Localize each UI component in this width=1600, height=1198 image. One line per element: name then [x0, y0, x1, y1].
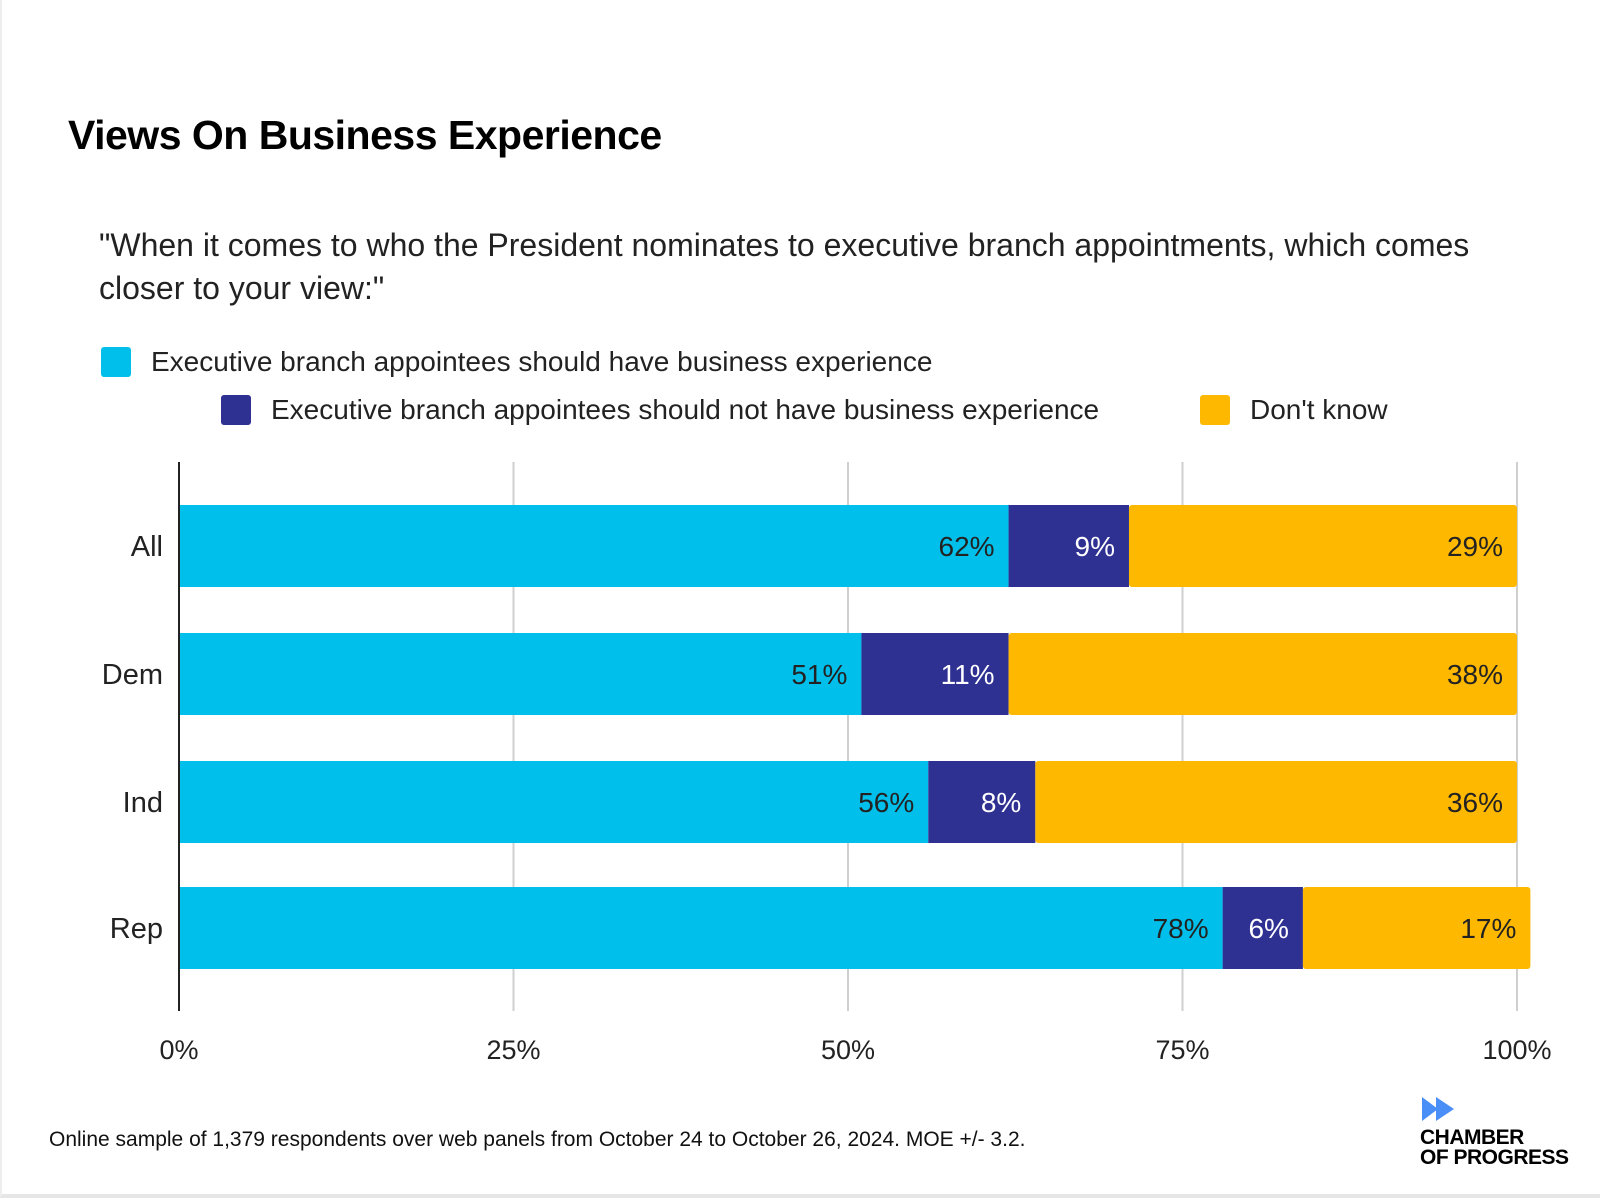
bar-segment — [1222, 887, 1303, 969]
legend-swatch — [1200, 395, 1230, 425]
data-label: 51% — [791, 659, 847, 690]
legend-label: Executive branch appointees should not h… — [271, 394, 1100, 425]
bar-segment — [861, 633, 1009, 715]
fast-forward-icon — [1422, 1097, 1454, 1121]
logo-text-line2: OF PROGRESS — [1420, 1146, 1569, 1169]
x-tick-label: 100% — [1482, 1035, 1551, 1065]
category-label: Ind — [123, 787, 163, 819]
x-tick-label: 50% — [821, 1035, 875, 1065]
data-label: 62% — [939, 531, 995, 562]
data-label: 9% — [1075, 531, 1115, 562]
data-label: 36% — [1447, 787, 1503, 818]
chart-subtitle: "When it comes to who the President nomi… — [99, 227, 1470, 306]
bar-segment — [179, 505, 1009, 587]
data-label: 38% — [1447, 659, 1503, 690]
x-tick-label: 75% — [1155, 1035, 1209, 1065]
category-label: Rep — [110, 913, 163, 945]
legend-item-dont-know: Don't know — [1200, 394, 1388, 426]
bar-segment — [179, 633, 862, 715]
bar-segment — [928, 761, 1036, 843]
category-label: Dem — [102, 659, 163, 691]
chamber-of-progress-logo: CHAMBER OF PROGRESS — [1420, 1095, 1569, 1168]
x-tick-label: 25% — [486, 1035, 540, 1065]
legend-swatch — [221, 395, 251, 425]
legend-item-not-have-experience: Executive branch appointees should not h… — [221, 394, 1099, 426]
category-label: All — [131, 531, 163, 563]
bar-segment — [1008, 633, 1517, 715]
bar-segment — [179, 887, 1223, 969]
bar-segment — [1035, 761, 1517, 843]
bar-segment — [1008, 505, 1129, 587]
legend-label: Don't know — [1250, 394, 1388, 425]
data-label: 8% — [981, 787, 1021, 818]
data-label: 78% — [1153, 913, 1209, 944]
x-tick-label: 0% — [159, 1035, 198, 1065]
logo-text-line1: CHAMBER — [1420, 1126, 1524, 1149]
data-label: 6% — [1248, 913, 1288, 944]
chart-title: Views On Business Experience — [68, 112, 662, 158]
legend-swatch — [101, 347, 131, 377]
data-label: 11% — [941, 659, 995, 690]
footnote: Online sample of 1,379 respondents over … — [49, 1128, 1026, 1151]
data-label: 29% — [1447, 531, 1503, 562]
bar-segment — [1302, 887, 1531, 969]
legend-label: Executive branch appointees should have … — [151, 346, 933, 377]
bar-segment — [1128, 505, 1517, 587]
data-label: 17% — [1460, 913, 1516, 944]
bar-segment — [179, 761, 929, 843]
legend-item-have-experience: Executive branch appointees should have … — [101, 346, 932, 378]
data-label: 56% — [858, 787, 914, 818]
